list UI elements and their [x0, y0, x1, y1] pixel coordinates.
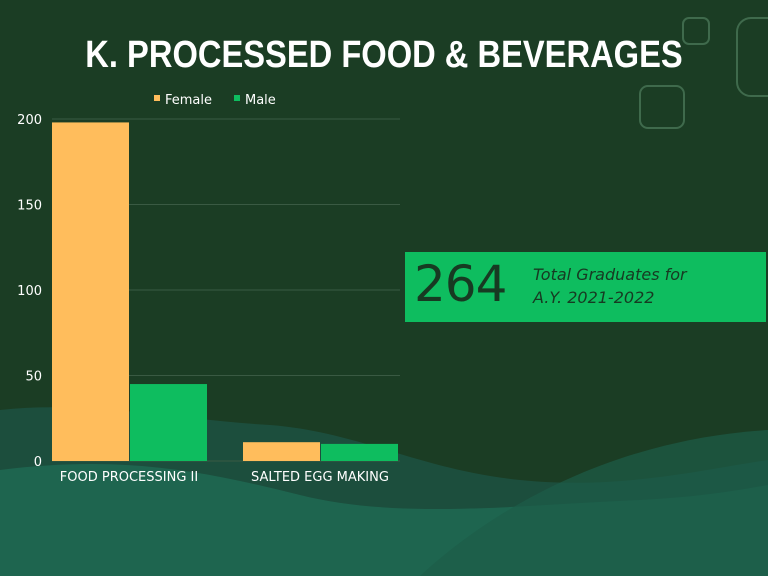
- x-category-label: FOOD PROCESSING II: [60, 470, 198, 485]
- y-tick-label: 100: [17, 284, 42, 299]
- legend-label-female: Female: [165, 93, 212, 108]
- legend-swatch-female: [154, 95, 160, 101]
- page-title: K. PROCESSED FOOD & BEVERAGES: [85, 34, 683, 76]
- decor-square-small: [682, 17, 710, 45]
- bar-male-2: [321, 443, 398, 461]
- y-tick-label: 0: [34, 455, 42, 470]
- total-graduates-number: 264: [414, 255, 507, 313]
- bar-male-1: [130, 384, 207, 461]
- total-graduates-label-line1: Total Graduates for: [533, 265, 687, 284]
- bar-female-1: [52, 122, 129, 462]
- bar-female-2: [243, 442, 320, 461]
- decor-square-medium: [639, 85, 685, 129]
- legend-swatch-male: [234, 95, 240, 101]
- y-tick-label: 150: [17, 199, 42, 214]
- y-tick-label: 200: [17, 113, 42, 128]
- background-wave-mid: [420, 430, 768, 576]
- legend-label-male: Male: [245, 93, 276, 108]
- total-graduates-box: 264 Total Graduates for A.Y. 2021-2022: [405, 252, 766, 322]
- y-tick-label: 50: [25, 370, 42, 385]
- x-category-label: SALTED EGG MAKING: [251, 470, 389, 485]
- decor-square-large: [736, 17, 768, 97]
- total-graduates-label-line2: A.Y. 2021-2022: [533, 288, 655, 307]
